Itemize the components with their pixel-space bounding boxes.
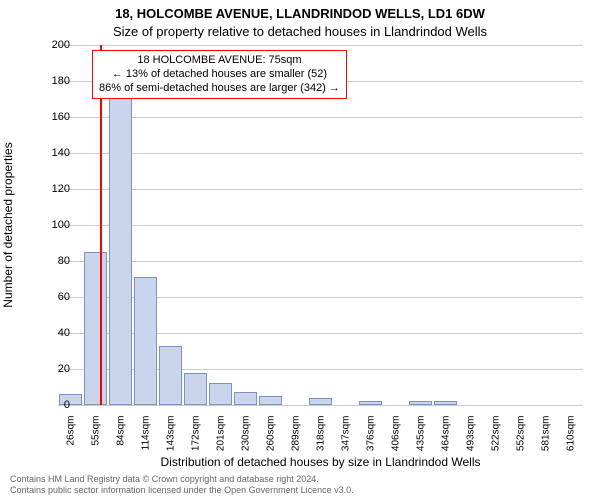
- grid-line: [58, 225, 583, 226]
- histogram-bar: [159, 346, 183, 405]
- x-tick-label: 581sqm: [540, 416, 551, 461]
- x-tick-label: 201sqm: [215, 416, 226, 461]
- x-tick-label: 260sqm: [265, 416, 276, 461]
- histogram-bar: [184, 373, 208, 405]
- y-tick-label: 140: [40, 147, 70, 159]
- histogram-bar: [134, 277, 158, 405]
- x-tick-label: 464sqm: [440, 416, 451, 461]
- x-tick-label: 493sqm: [465, 416, 476, 461]
- histogram-bar: [409, 401, 433, 405]
- chart-title-subtitle: Size of property relative to detached ho…: [0, 24, 600, 39]
- x-tick-label: 289sqm: [290, 416, 301, 461]
- x-tick-label: 522sqm: [490, 416, 501, 461]
- grid-line: [58, 117, 583, 118]
- y-tick-label: 0: [40, 399, 70, 411]
- histogram-bar: [84, 252, 108, 405]
- x-tick-label: 376sqm: [365, 416, 376, 461]
- grid-line: [58, 189, 583, 190]
- y-tick-label: 180: [40, 75, 70, 87]
- x-tick-label: 26sqm: [65, 416, 76, 461]
- histogram-bar: [359, 401, 383, 405]
- annotation-line-3: 86% of semi-detached houses are larger (…: [99, 82, 340, 96]
- x-tick-label: 114sqm: [140, 416, 151, 461]
- x-tick-label: 610sqm: [565, 416, 576, 461]
- y-tick-label: 20: [40, 363, 70, 375]
- footer-line-2: Contains public sector information licen…: [10, 485, 354, 496]
- grid-line: [58, 153, 583, 154]
- grid-line: [58, 261, 583, 262]
- y-tick-label: 160: [40, 111, 70, 123]
- histogram-bar: [109, 85, 133, 405]
- y-tick-label: 120: [40, 183, 70, 195]
- grid-line: [58, 405, 583, 406]
- histogram-bar: [259, 396, 283, 405]
- x-tick-label: 55sqm: [90, 416, 101, 461]
- y-tick-label: 40: [40, 327, 70, 339]
- x-tick-label: 435sqm: [415, 416, 426, 461]
- x-tick-label: 172sqm: [190, 416, 201, 461]
- x-tick-label: 552sqm: [515, 416, 526, 461]
- x-tick-label: 143sqm: [165, 416, 176, 461]
- histogram-bar: [209, 383, 233, 405]
- x-tick-label: 230sqm: [240, 416, 251, 461]
- y-tick-label: 60: [40, 291, 70, 303]
- footer-attribution: Contains HM Land Registry data © Crown c…: [10, 474, 354, 496]
- footer-line-1: Contains HM Land Registry data © Crown c…: [10, 474, 354, 485]
- histogram-bar: [309, 398, 333, 405]
- x-tick-label: 84sqm: [115, 416, 126, 461]
- histogram-bar: [434, 401, 458, 405]
- annotation-line-2: ← 13% of detached houses are smaller (52…: [99, 68, 340, 82]
- annotation-line-1: 18 HOLCOMBE AVENUE: 75sqm: [99, 54, 340, 68]
- y-axis-label: Number of detached properties: [1, 142, 15, 307]
- x-tick-label: 347sqm: [340, 416, 351, 461]
- y-tick-label: 200: [40, 39, 70, 51]
- x-tick-label: 406sqm: [390, 416, 401, 461]
- y-tick-label: 80: [40, 255, 70, 267]
- y-tick-label: 100: [40, 219, 70, 231]
- x-tick-label: 318sqm: [315, 416, 326, 461]
- annotation-box: 18 HOLCOMBE AVENUE: 75sqm ← 13% of detac…: [92, 50, 347, 99]
- histogram-bar: [234, 392, 258, 405]
- chart-title-address: 18, HOLCOMBE AVENUE, LLANDRINDOD WELLS, …: [0, 6, 600, 21]
- grid-line: [58, 45, 583, 46]
